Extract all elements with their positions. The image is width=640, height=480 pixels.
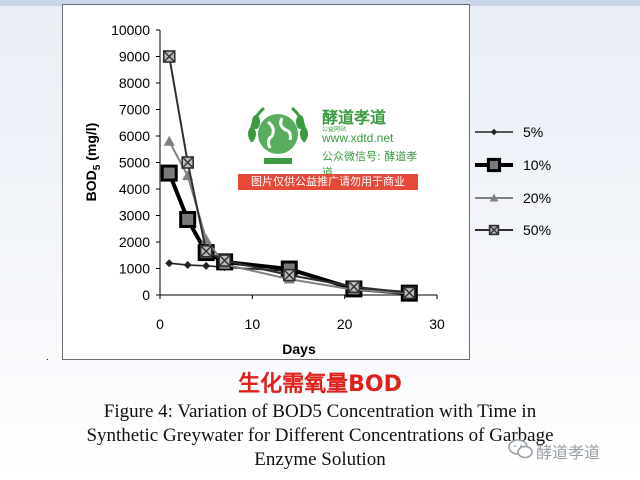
data-point <box>179 210 197 228</box>
y-tick-label: 6000 <box>119 128 150 144</box>
data-point <box>163 135 175 146</box>
legend-marker <box>486 157 502 173</box>
wechat-label: 酵道孝道 <box>536 443 601 462</box>
data-point <box>218 254 231 267</box>
x-tick-label: 0 <box>156 316 164 332</box>
legend-label: 5% <box>523 124 543 140</box>
y-tick-label: 1000 <box>119 261 150 277</box>
y-tick-label: 5000 <box>119 155 150 171</box>
y-tick-label: 2000 <box>119 234 150 250</box>
chinese-title: 生化需氧量BOD <box>238 372 402 397</box>
legend-marker <box>490 128 498 136</box>
data-point <box>160 164 178 182</box>
data-point <box>282 268 296 282</box>
x-tick-label: 30 <box>429 316 445 332</box>
data-point <box>183 261 192 270</box>
x-tick-label: 20 <box>337 316 353 332</box>
y-tick-label: 7000 <box>119 102 150 118</box>
legend-item: 20% <box>475 190 551 206</box>
caption-line-2: Synthetic Greywater for Different Concen… <box>86 425 554 446</box>
stray-dot: . <box>46 352 49 363</box>
chart-series <box>160 50 418 302</box>
x-tick-label: 10 <box>245 316 261 332</box>
legend-marker <box>488 224 500 236</box>
data-point <box>165 259 174 268</box>
wechat-icon <box>508 439 533 459</box>
data-point <box>162 50 176 63</box>
y-tick-label: 4000 <box>119 181 150 197</box>
caption-line-3: Enzyme Solution <box>254 449 386 470</box>
legend-item: 50% <box>475 222 551 238</box>
y-tick-label: 8000 <box>119 75 150 91</box>
data-point <box>199 244 213 258</box>
y-tick-label: 0 <box>142 287 150 303</box>
legend-marker <box>489 193 499 202</box>
data-point <box>202 261 211 270</box>
y-axis-label-text: BOD5 (mg/l) <box>83 123 103 202</box>
legend-label: 50% <box>523 222 551 238</box>
figure-caption: Figure 4: Variation of BOD5 Concentratio… <box>20 400 620 472</box>
y-tick-label: 10000 <box>111 22 150 38</box>
data-point <box>402 286 416 300</box>
legend-label: 20% <box>523 190 551 206</box>
x-axis-label: Days <box>282 341 316 357</box>
legend-item: 5% <box>475 124 543 140</box>
data-point <box>181 156 194 169</box>
caption-line-1: Figure 4: Variation of BOD5 Concentratio… <box>103 401 537 422</box>
wechat-badge: 酵道孝道 <box>508 436 638 462</box>
data-point <box>347 280 361 294</box>
chart-legend: 5% 10% 20% 50% <box>475 124 551 238</box>
y-axis-label: BOD5 (mg/l) <box>83 123 103 202</box>
legend-item: 10% <box>475 157 551 173</box>
chart-axes: 0100020003000400050006000700080009000100… <box>111 22 445 332</box>
series-4 <box>162 50 416 300</box>
y-tick-label: 3000 <box>119 208 150 224</box>
legend-label: 10% <box>523 157 551 173</box>
top-band <box>0 0 640 6</box>
y-tick-label: 9000 <box>119 49 150 65</box>
